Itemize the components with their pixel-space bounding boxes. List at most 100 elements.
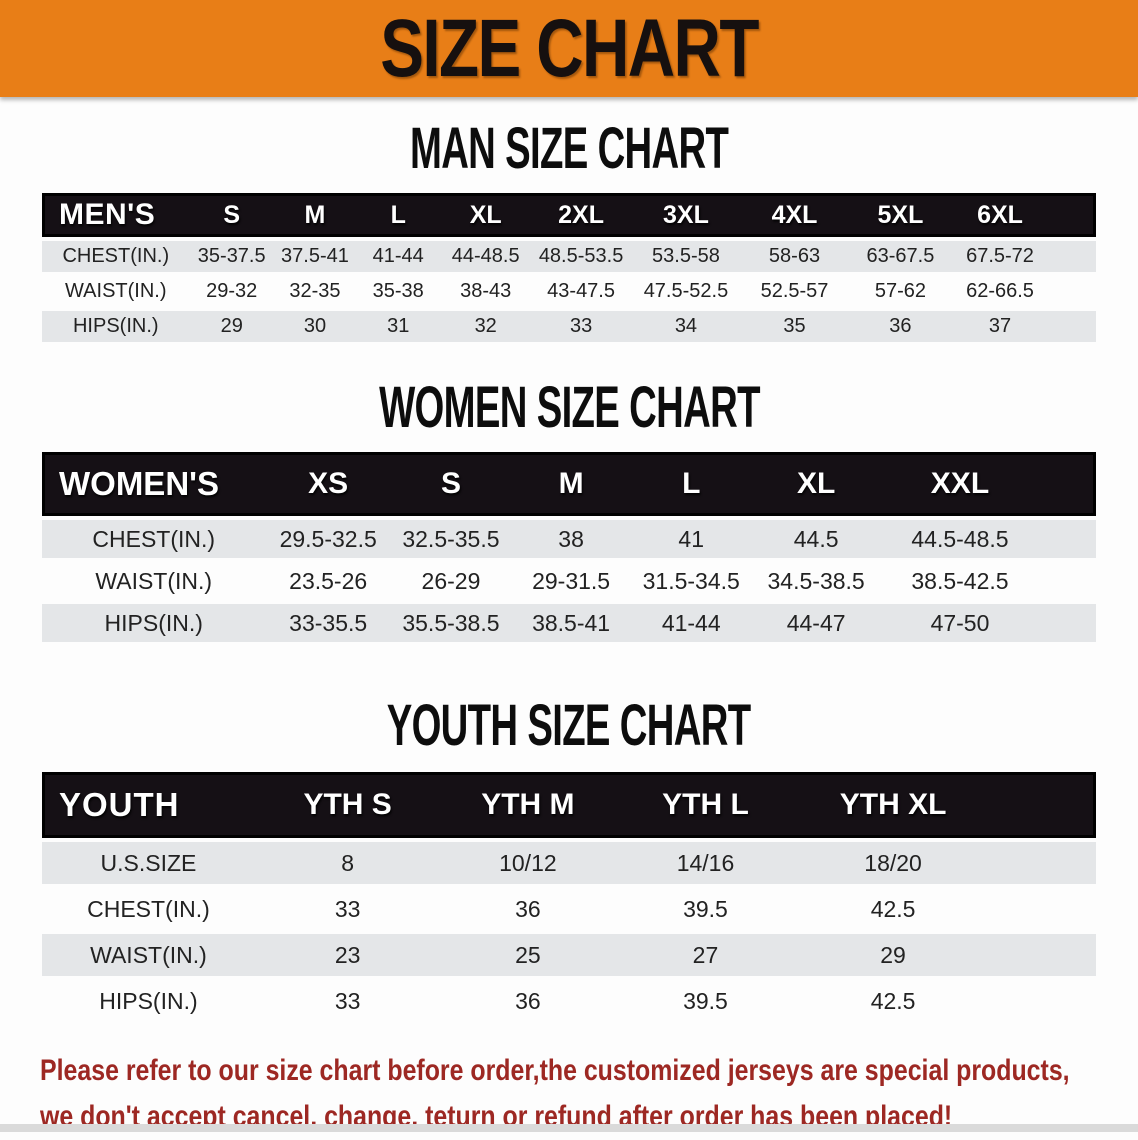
cell-value: 47-50 [880, 604, 1040, 642]
row-label: HIPS(IN.) [42, 980, 255, 1022]
cell-value: 42.5 [795, 888, 991, 930]
spacer-cell [1047, 241, 1096, 272]
cell-value: 42.5 [795, 980, 991, 1022]
column-header: XL [751, 452, 881, 516]
column-header: XL [440, 193, 532, 237]
youth-group-label: YOUTH [42, 772, 255, 838]
cell-value: 14/16 [615, 842, 796, 884]
cell-value: 44.5 [751, 520, 881, 558]
cell-value: 53.5-58 [631, 241, 741, 272]
row-label: CHEST(IN.) [42, 241, 190, 272]
cell-value: 63-67.5 [848, 241, 953, 272]
cell-value: 31 [356, 311, 441, 342]
cell-value: 44.5-48.5 [880, 520, 1040, 558]
cell-value: 44-47 [751, 604, 881, 642]
cell-value: 35-37.5 [189, 241, 274, 272]
banner: SIZE CHART [0, 0, 1138, 97]
disclaimer-line-1: Please refer to our size chart before or… [40, 1054, 1070, 1087]
row-label: WAIST(IN.) [42, 562, 266, 600]
youth-header-row: YOUTH YTH S YTH M YTH L YTH XL [42, 772, 1096, 838]
disclaimer-line-2: we don't accept cancel, change, teturn o… [40, 1100, 953, 1133]
cell-value: 37.5-41 [273, 241, 357, 272]
cell-value: 23 [254, 934, 441, 976]
women-header-row: WOMEN'S XS S M L XL XXL [42, 452, 1096, 516]
cell-value: 32 [440, 311, 532, 342]
cell-value: 48.5-53.5 [531, 241, 632, 272]
column-header: XXL [880, 452, 1040, 516]
section-title-man: MAN SIZE CHART [409, 116, 729, 181]
cell-value: 35 [740, 311, 849, 342]
men-hips-row: HIPS(IN.) 29 30 31 32 33 34 35 36 37 [42, 311, 1096, 342]
column-header: YTH XL [795, 772, 991, 838]
spacer-cell [1047, 311, 1096, 342]
cell-value: 33 [531, 311, 632, 342]
column-header: YTH L [615, 772, 796, 838]
row-label: WAIST(IN.) [42, 276, 190, 307]
cell-value: 10/12 [440, 842, 616, 884]
column-header: M [273, 193, 357, 237]
row-label: CHEST(IN.) [42, 520, 266, 558]
cell-value: 34 [631, 311, 741, 342]
cell-value: 27 [615, 934, 796, 976]
cell-value: 43-47.5 [531, 276, 632, 307]
cell-value: 32.5-35.5 [390, 520, 512, 558]
spacer-cell [1039, 452, 1096, 516]
cell-value: 35-38 [356, 276, 441, 307]
cell-value: 38-43 [440, 276, 532, 307]
cell-value: 37 [952, 311, 1048, 342]
cell-value: 57-62 [848, 276, 953, 307]
women-hips-row: HIPS(IN.) 33-35.5 35.5-38.5 38.5-41 41-4… [42, 604, 1096, 642]
youth-hips-row: HIPS(IN.) 33 36 39.5 42.5 [42, 980, 1096, 1022]
cell-value: 26-29 [390, 562, 512, 600]
cell-value: 29-32 [189, 276, 274, 307]
cell-value: 33 [254, 980, 441, 1022]
cell-value: 41 [631, 520, 752, 558]
cell-value: 36 [848, 311, 953, 342]
men-header-row: MEN'S S M L XL 2XL 3XL 4XL 5XL 6XL [42, 193, 1096, 237]
column-header: 2XL [531, 193, 632, 237]
women-waist-row: WAIST(IN.) 23.5-26 26-29 29-31.5 31.5-34… [42, 562, 1096, 600]
youth-waist-row: WAIST(IN.) 23 25 27 29 [42, 934, 1096, 976]
cell-value: 35.5-38.5 [390, 604, 512, 642]
cell-value: 8 [254, 842, 441, 884]
cell-value: 67.5-72 [952, 241, 1048, 272]
cell-value: 36 [440, 888, 616, 930]
cell-value: 36 [440, 980, 616, 1022]
men-chest-row: CHEST(IN.) 35-37.5 37.5-41 41-44 44-48.5… [42, 241, 1096, 272]
spacer-cell [990, 772, 1096, 838]
disclaimer-note: Please refer to our size chart before or… [40, 1048, 1138, 1140]
row-label: U.S.SIZE [42, 842, 255, 884]
bottom-divider [0, 1124, 1138, 1132]
cell-value: 23.5-26 [265, 562, 391, 600]
cell-value: 32-35 [273, 276, 357, 307]
spacer-cell [990, 888, 1096, 930]
column-header: L [631, 452, 752, 516]
men-waist-row: WAIST(IN.) 29-32 32-35 35-38 38-43 43-47… [42, 276, 1096, 307]
banner-title: SIZE CHART [380, 3, 759, 94]
cell-value: 41-44 [356, 241, 441, 272]
cell-value: 38.5-42.5 [880, 562, 1040, 600]
cell-value: 29-31.5 [511, 562, 632, 600]
column-header: YTH M [440, 772, 616, 838]
cell-value: 41-44 [631, 604, 752, 642]
column-header: S [390, 452, 512, 516]
spacer-cell [1039, 520, 1096, 558]
women-group-label: WOMEN'S [42, 452, 266, 516]
spacer-cell [990, 980, 1096, 1022]
section-title-youth: YOUTH SIZE CHART [387, 693, 751, 758]
cell-value: 25 [440, 934, 616, 976]
row-label: HIPS(IN.) [42, 604, 266, 642]
section-title-women: WOMEN SIZE CHART [378, 375, 760, 440]
spacer-cell [1047, 193, 1096, 237]
spacer-cell [1039, 604, 1096, 642]
cell-value: 58-63 [740, 241, 849, 272]
cell-value: 38 [511, 520, 632, 558]
youth-size-table: YOUTH YTH S YTH M YTH L YTH XL U.S.SIZE … [42, 768, 1096, 1026]
column-header: YTH S [254, 772, 441, 838]
women-size-table: WOMEN'S XS S M L XL XXL CHEST(IN.) 29.5-… [42, 448, 1096, 646]
cell-value: 29 [189, 311, 274, 342]
men-group-label: MEN'S [42, 193, 190, 237]
column-header: M [511, 452, 632, 516]
youth-ussize-row: U.S.SIZE 8 10/12 14/16 18/20 [42, 842, 1096, 884]
